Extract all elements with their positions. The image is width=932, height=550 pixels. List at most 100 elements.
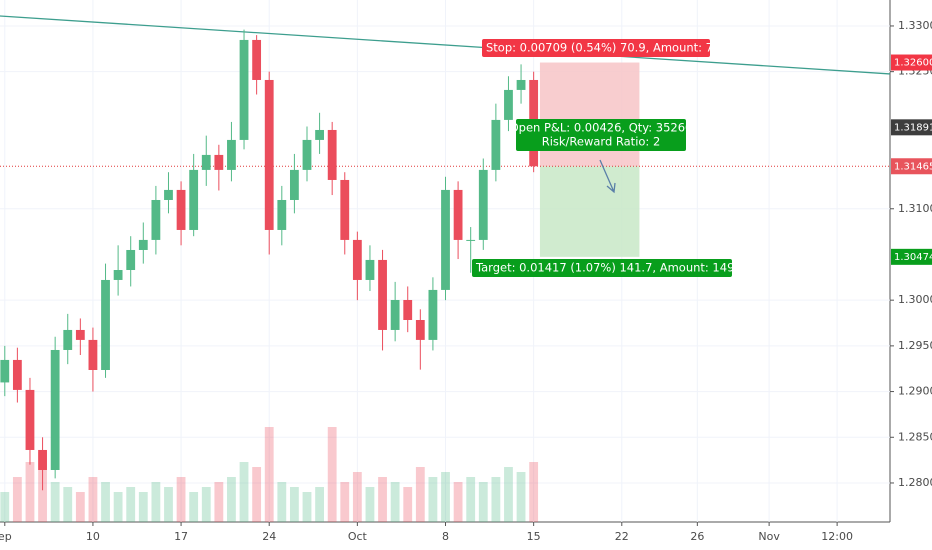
candle-body [277, 199, 287, 230]
candle-body [214, 154, 224, 170]
y-tick-label: 1.33000 [898, 19, 932, 32]
price-badge-label: 1.32600 [894, 58, 932, 69]
candle-body [38, 449, 47, 470]
x-tick-label: 8 [442, 530, 449, 543]
candle-body [302, 139, 312, 170]
volume-bar [390, 482, 400, 522]
candle-body [75, 329, 85, 340]
volume-bar [189, 492, 199, 522]
volume-bar [126, 487, 136, 522]
candle-body [264, 79, 274, 230]
candle-body [25, 389, 35, 450]
candle-body [428, 289, 438, 340]
volume-bar [415, 467, 425, 522]
y-tick-label: 1.29000 [898, 385, 932, 398]
price-badge [891, 54, 932, 71]
candle-body [516, 79, 526, 90]
candle-body [504, 89, 513, 120]
candle-body [378, 259, 387, 330]
x-tick-label: 15 [527, 530, 541, 543]
price-badge-label: 1.30474 [894, 252, 932, 263]
candle-body [340, 179, 350, 240]
volume-bar [138, 492, 148, 522]
candle-body [453, 189, 463, 240]
volume-bar [315, 487, 324, 522]
candle-body [12, 359, 22, 390]
volume-bar [176, 477, 186, 522]
candle-body [227, 139, 236, 170]
volume-bar [365, 487, 375, 522]
arrow [599, 159, 616, 194]
candle-body [176, 189, 186, 230]
price-badge [891, 119, 932, 136]
volume-bar [214, 482, 224, 522]
candle-body [466, 239, 476, 241]
candle-body [390, 299, 400, 330]
volume-bar [239, 462, 249, 522]
candle-body [88, 339, 98, 370]
candle-body [189, 169, 199, 230]
ratio-label: Risk/Reward Ratio: 2 [542, 135, 661, 149]
x-tick-label: Oct [348, 530, 368, 543]
candle-body [151, 199, 161, 240]
candle-body [365, 259, 375, 280]
volume-bar [352, 472, 362, 522]
y-tick-label: 1.28500 [898, 430, 932, 443]
volume-bar [302, 492, 312, 522]
candle-body [0, 359, 10, 383]
x-tick-label: 22 [615, 530, 629, 543]
pnl-box [516, 119, 686, 151]
candle-body [252, 39, 262, 80]
volume-bar [378, 477, 387, 522]
candle-body [352, 239, 362, 280]
volume-bar [264, 427, 274, 522]
volume-bar [50, 482, 60, 522]
pnl-label: Open P&L: 0.00426, Qty: 35260 [510, 121, 693, 135]
volume-bar [75, 492, 85, 522]
trendline [0, 15, 891, 75]
candle-body [415, 320, 425, 340]
x-tick-label: 12:00 [821, 530, 853, 543]
x-tick-label: 10 [86, 530, 100, 543]
volume-bar [88, 477, 98, 522]
candle-body [403, 299, 413, 321]
volume-bar [101, 482, 110, 522]
x-tick-label: Nov [758, 530, 780, 543]
y-tick-label: 1.30000 [898, 293, 932, 306]
volume-bar [340, 482, 350, 522]
volume-bar [428, 477, 438, 522]
candle-body [315, 129, 324, 140]
stop-label-box [482, 39, 710, 57]
x-tick-label: ep [0, 530, 12, 543]
candle-body [138, 239, 148, 250]
candle-body [101, 279, 110, 370]
x-tick-label: 24 [262, 530, 276, 543]
volume-bar [453, 482, 463, 522]
y-tick-label: 1.29500 [898, 339, 932, 352]
candle-body [478, 169, 488, 240]
x-tick-label: 17 [174, 530, 188, 543]
candle-body [50, 349, 60, 470]
target-zone [539, 166, 640, 257]
candle-body [63, 329, 73, 350]
price-badge-label: 1.31465 [894, 161, 932, 172]
volume-bar [478, 482, 488, 522]
y-tick-label: 1.28000 [898, 476, 932, 489]
volume-bar [151, 482, 161, 522]
target-label-box [472, 259, 732, 277]
volume-bar [12, 477, 22, 522]
candle-body [113, 270, 123, 280]
volume-bar [164, 487, 173, 522]
volume-bar [491, 477, 501, 522]
price-badge-label: 1.31891 [894, 122, 932, 133]
volume-bar [25, 462, 35, 522]
volume-bar [504, 467, 513, 522]
candle-body [126, 249, 136, 271]
volume-bar [113, 492, 123, 522]
candle-body [239, 39, 249, 140]
stop-label: Stop: 0.00709 (0.54%) 70.9, Amount: 750.… [486, 41, 746, 55]
volume-bar [516, 472, 526, 522]
volume-bar [529, 462, 539, 522]
